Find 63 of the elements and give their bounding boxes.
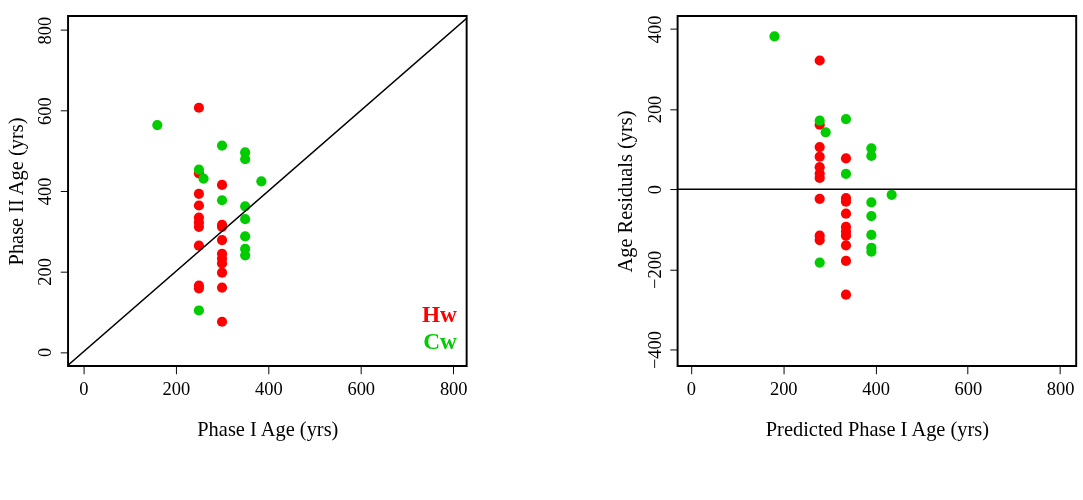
x-tick-label: 600: [954, 378, 983, 399]
y-tick-label: −200: [644, 250, 665, 289]
y-tick-label: 400: [644, 15, 665, 44]
point: [240, 214, 251, 225]
point: [240, 154, 251, 165]
x-axis-title: Predicted Phase I Age (yrs): [765, 418, 990, 442]
y-tick-label: 0: [644, 185, 665, 195]
point: [814, 55, 825, 66]
point: [216, 179, 228, 191]
point: [886, 189, 897, 200]
y-tick-label: 600: [35, 97, 56, 125]
point: [198, 173, 209, 184]
point: [769, 31, 780, 42]
x-tick-label: 800: [439, 378, 468, 399]
point: [814, 142, 825, 153]
point: [193, 102, 205, 113]
point: [840, 168, 852, 180]
point: [240, 231, 251, 242]
y-tick-label: −400: [644, 330, 665, 370]
x-tick-label: 600: [347, 378, 376, 399]
point: [216, 195, 228, 206]
point: [840, 255, 852, 267]
point: [216, 234, 228, 246]
point: [840, 113, 852, 125]
x-tick-label: 0: [686, 378, 697, 399]
y-axis-title: Age Residuals (yrs): [614, 110, 638, 273]
point: [866, 229, 877, 240]
point: [216, 140, 228, 151]
y-tick-label: 800: [35, 16, 56, 45]
x-tick-label: 800: [1046, 378, 1075, 399]
y-axis-title: Phase II Age (yrs): [4, 117, 28, 266]
point: [814, 193, 825, 204]
point: [193, 188, 205, 199]
y-tick-label: 200: [35, 258, 56, 286]
point: [820, 127, 831, 138]
x-tick-label: 400: [862, 378, 890, 399]
point: [193, 305, 205, 316]
point: [193, 200, 205, 211]
point: [840, 153, 852, 164]
x-tick-label: 200: [769, 378, 798, 399]
point: [216, 282, 228, 293]
x-axis-title: Phase I Age (yrs): [197, 418, 339, 442]
point: [840, 289, 852, 300]
y-tick-label: 400: [35, 177, 56, 206]
point: [840, 208, 852, 219]
x-tick-label: 400: [254, 378, 283, 399]
y-tick-label: 0: [35, 347, 56, 358]
point: [256, 176, 267, 187]
text: Hw: [421, 301, 458, 328]
x-tick-label: 200: [162, 378, 191, 399]
point: [840, 240, 852, 251]
y-tick-label: 200: [644, 95, 665, 124]
point: [866, 210, 877, 222]
x-tick-label: 0: [79, 378, 89, 399]
point: [814, 151, 825, 162]
text: Cw: [423, 328, 458, 355]
point: [152, 119, 163, 131]
point: [193, 164, 205, 175]
point: [216, 267, 228, 278]
point: [814, 257, 825, 268]
point: [814, 115, 825, 126]
point: [216, 316, 228, 327]
point: [866, 197, 877, 208]
